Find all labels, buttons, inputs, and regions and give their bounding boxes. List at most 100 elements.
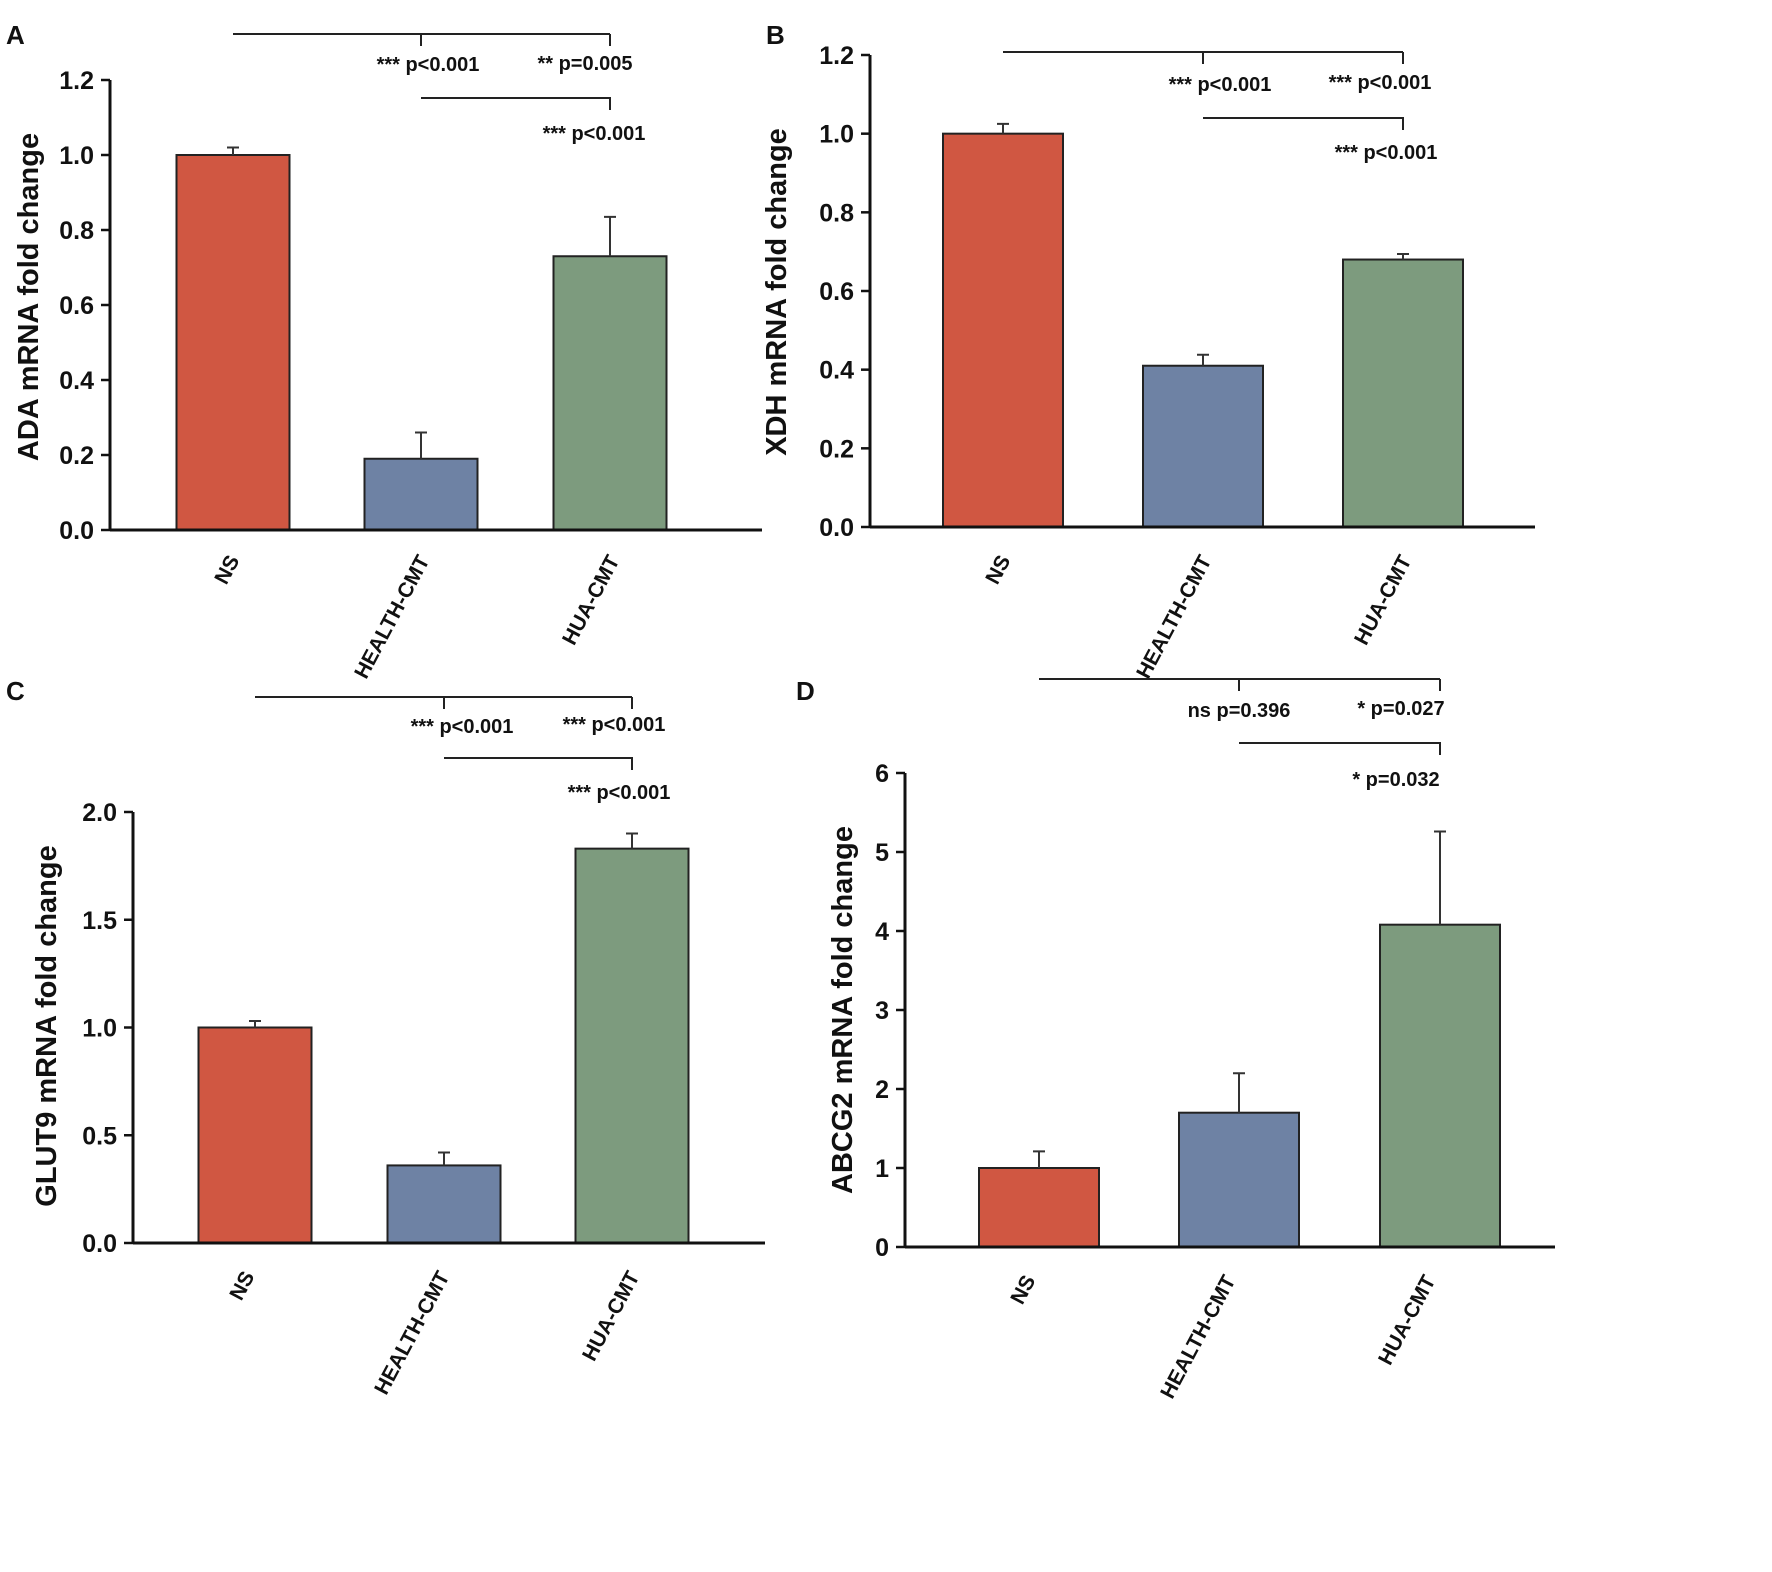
panel-a-y-tick-label-3: 0.6	[59, 292, 94, 320]
panel-d-bar-hua-cmt	[1379, 923, 1501, 1248]
panel-c-letter: C	[6, 676, 25, 706]
panel-d: D ABCG2 mRNA fold change 0 1 2 3 4 5 6 ns p=0.…	[796, 676, 1555, 1403]
panel-a-y-tick-label-2: 0.4	[59, 367, 94, 395]
panel-a-category-hua-cmt: HUA-CMT	[558, 551, 624, 648]
panel-b-bar-hua-cmt	[1342, 258, 1464, 528]
panel-c-error-bar-ns	[249, 1020, 261, 1028]
panel-b-sig-health-vs-hua: *** p<0.001	[1335, 142, 1438, 164]
panel-b-y-axis-label: XDH mRNA fold change	[761, 128, 793, 456]
panel-b-sig-ns-vs-health: *** p<0.001	[1169, 74, 1272, 96]
panel-a-letter: A	[6, 20, 25, 50]
panel-a-sig-ns-vs-hua: ** p=0.005	[537, 53, 632, 75]
panel-a-y-tick-label-6: 1.2	[59, 67, 94, 95]
panel-b-error-bars	[997, 122, 1409, 366]
panel-c-y-tick-label-2: 1.0	[82, 1015, 117, 1043]
panel-b-y-ticks: 0.0 0.2 0.4 0.6 0.8 1.0 1.2	[819, 42, 870, 542]
panel-c-y-axis-label: GLUT9 mRNA fold change	[31, 845, 63, 1206]
panel-a-bars	[175, 154, 668, 531]
panel-c-bracket-ns-comparisons	[255, 696, 633, 709]
panel-a-category-ns: NS	[210, 552, 244, 589]
panel-a-y-tick-label-5: 1.0	[59, 142, 94, 170]
panel-c-bracket-health-vs-hua	[444, 757, 633, 770]
panel-d-error-bar-health-cmt	[1233, 1072, 1245, 1113]
panel-b-y-tick-label-0: 0.0	[819, 514, 854, 542]
panel-d-bar-ns	[978, 1167, 1100, 1248]
panel-a-y-axis-label: ADA mRNA fold change	[13, 133, 45, 461]
panel-d-category-hua-cmt: HUA-CMT	[1374, 1271, 1440, 1368]
panel-b-error-bar-ns	[997, 122, 1009, 134]
panel-a-error-bar-health-cmt	[415, 431, 427, 459]
panel-d-category-ns: NS	[1006, 1272, 1040, 1309]
panel-d-y-tick-label-1: 1	[875, 1155, 889, 1183]
panel-d-sig-ns-vs-health: ns p=0.396	[1188, 700, 1291, 722]
panel-a-sig-health-vs-hua: *** p<0.001	[543, 123, 646, 145]
panel-d-y-axis-label: ABCG2 mRNA fold change	[827, 826, 859, 1194]
panel-d-y-tick-label-5: 5	[875, 839, 889, 867]
panel-c: C GLUT9 mRNA fold change 0.0 0.5 1.0 1.5 2.0…	[6, 676, 765, 1399]
panel-a-y-tick-label-1: 0.2	[59, 442, 94, 470]
panel-a: A ADA mRNA fold change 0.0 0.2 0.4 0.6 0.8 1.…	[6, 20, 762, 683]
panel-b-category-health-cmt: HEALTH-CMT	[1132, 551, 1216, 682]
panel-b-category-ns: NS	[981, 552, 1015, 589]
panel-c-error-bar-health-cmt	[438, 1151, 450, 1166]
panel-a-bar-ns	[175, 154, 291, 531]
panel-a-bar-health-cmt	[363, 457, 479, 531]
panel-a-bar-hua-cmt	[552, 255, 668, 531]
panel-c-category-hua-cmt: HUA-CMT	[578, 1267, 644, 1364]
panel-c-significance-brackets	[255, 696, 633, 770]
panel-d-y-tick-label-0: 0	[875, 1234, 889, 1262]
panel-d-y-tick-label-6: 6	[875, 760, 889, 788]
panel-d-y-ticks: 0 1 2 3 4 5 6	[875, 760, 905, 1262]
panel-c-y-tick-label-4: 2.0	[82, 799, 117, 827]
panel-b-bracket-ns-comparisons	[1003, 51, 1404, 64]
panel-a-error-bar-ns	[227, 146, 239, 155]
panel-b-error-bar-hua-cmt	[1397, 253, 1409, 260]
panel-c-y-tick-label-0: 0.0	[82, 1230, 117, 1258]
panel-d-bracket-health-vs-hua	[1239, 742, 1441, 755]
panel-c-bar-ns	[197, 1026, 313, 1244]
panel-c-y-ticks: 0.0 0.5 1.0 1.5 2.0	[82, 799, 133, 1258]
panel-c-bars	[197, 847, 690, 1245]
panel-d-category-health-cmt: HEALTH-CMT	[1156, 1271, 1240, 1402]
panel-d-sig-health-vs-hua: * p=0.032	[1352, 769, 1439, 791]
panel-a-y-tick-label-0: 0.0	[59, 517, 94, 545]
panel-b-error-bar-health-cmt	[1197, 353, 1209, 366]
panel-c-y-tick-label-1: 0.5	[82, 1122, 117, 1150]
panel-c-category-health-cmt: HEALTH-CMT	[370, 1267, 454, 1398]
panel-b-y-tick-label-6: 1.2	[819, 42, 854, 70]
panel-c-error-bars	[249, 832, 638, 1166]
panel-b: B XDH mRNA fold change 0.0 0.2 0.4 0.6 0.8 1.…	[761, 20, 1535, 683]
panel-b-bar-ns	[942, 132, 1064, 529]
panel-a-error-bars	[227, 146, 616, 459]
panel-c-y-tick-label-3: 1.5	[82, 907, 117, 935]
panel-d-bar-health-cmt	[1178, 1111, 1300, 1248]
panel-b-bars	[942, 132, 1464, 529]
panel-b-significance-brackets	[1003, 51, 1404, 130]
panel-d-error-bar-hua-cmt	[1434, 830, 1446, 925]
panel-b-bracket-health-vs-hua	[1203, 117, 1404, 130]
panel-d-significance-brackets	[1039, 678, 1441, 755]
panel-d-bracket-ns-comparisons	[1039, 678, 1441, 691]
panel-b-y-tick-label-2: 0.4	[819, 357, 854, 385]
panel-b-category-hua-cmt: HUA-CMT	[1350, 551, 1416, 648]
panel-c-bar-health-cmt	[386, 1164, 502, 1245]
panel-d-letter: D	[796, 676, 815, 706]
panel-b-y-tick-label-3: 0.6	[819, 278, 854, 306]
panel-a-bracket-ns-comparisons	[233, 33, 611, 46]
panel-b-y-tick-label-5: 1.0	[819, 121, 854, 149]
panel-c-error-bar-hua-cmt	[626, 832, 638, 849]
panel-a-bracket-health-vs-hua	[421, 97, 611, 110]
panel-d-error-bar-ns	[1033, 1150, 1045, 1168]
panel-a-y-ticks: 0.0 0.2 0.4 0.6 0.8 1.0 1.2	[59, 67, 110, 545]
panel-a-sig-ns-vs-health: *** p<0.001	[377, 54, 480, 76]
panel-d-sig-ns-vs-hua: * p=0.027	[1357, 698, 1444, 720]
panel-b-y-tick-label-1: 0.2	[819, 435, 854, 463]
panel-b-sig-ns-vs-hua: *** p<0.001	[1329, 72, 1432, 94]
panel-a-y-tick-label-4: 0.8	[59, 217, 94, 245]
panel-c-sig-health-vs-hua: *** p<0.001	[568, 782, 671, 804]
panel-b-letter: B	[766, 20, 785, 50]
panel-c-sig-ns-vs-hua: *** p<0.001	[563, 714, 666, 736]
panel-a-significance-brackets	[233, 33, 611, 110]
panel-c-sig-ns-vs-health: *** p<0.001	[411, 716, 514, 738]
